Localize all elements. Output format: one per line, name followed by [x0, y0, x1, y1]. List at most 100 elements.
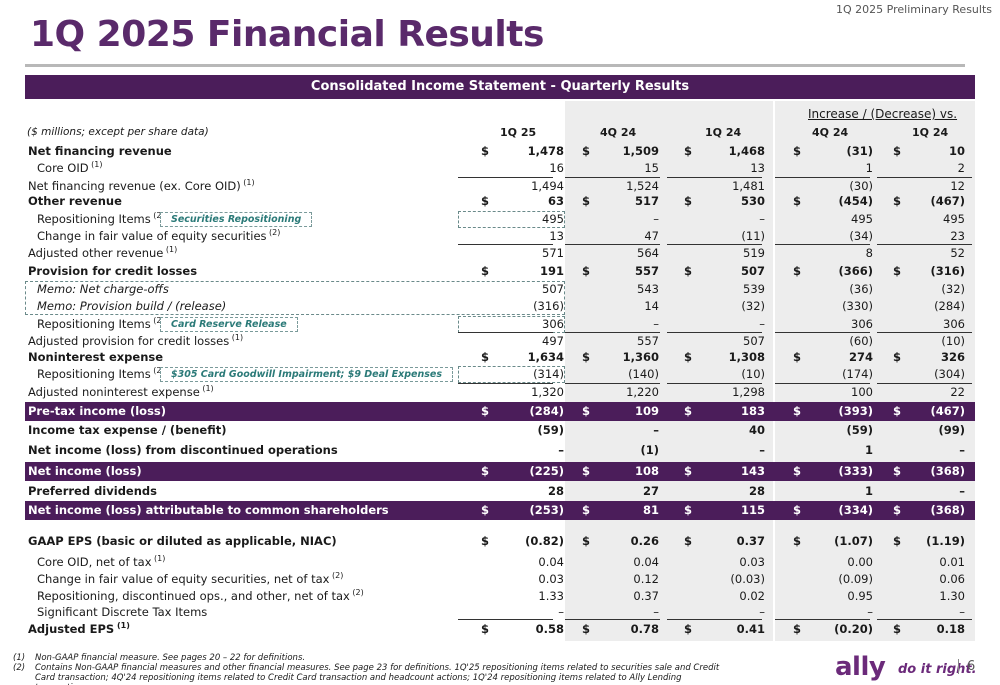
cell-value: (366)	[838, 264, 873, 278]
currency-symbol: $	[793, 464, 802, 478]
cell-value: (454)	[838, 194, 873, 208]
table-row: Significant Discrete Tax Items – – – – –	[25, 604, 975, 621]
table-row: Income tax expense / (benefit) (59) – 40 (59…	[25, 421, 975, 440]
page-title: 1Q 2025 Financial Results	[30, 14, 544, 55]
footnote-marker: (2)	[329, 571, 344, 581]
currency-symbol: $	[793, 534, 802, 548]
cell-value: 1,509	[622, 144, 659, 158]
highlight-box	[458, 211, 565, 228]
currency-symbol: $	[793, 264, 802, 278]
cell-value: 0.58	[535, 622, 564, 636]
footnote-marker: (2)	[266, 228, 281, 238]
cell-value: (10)	[741, 367, 765, 381]
cell-value: –	[653, 317, 659, 331]
row-label-text: Net financing revenue (ex. Core OID)	[28, 179, 241, 193]
column-header-1q24: 1Q 24	[705, 126, 742, 139]
cell-value: (316)	[533, 299, 564, 313]
cell-value: 28	[547, 484, 564, 498]
currency-symbol: $	[793, 144, 802, 158]
table-row: Noninterest expense $1,634 $1,360 $1,308 $27…	[25, 349, 975, 366]
cell-value: 22	[950, 385, 965, 399]
table-row: Provision for credit losses $191 $557 $507 $…	[25, 263, 975, 280]
row-label-text: Provision for credit losses	[28, 264, 198, 278]
cell-value: 1	[864, 484, 873, 498]
footnote-marker: (1)	[199, 384, 214, 394]
cell-value: (60)	[849, 334, 873, 348]
cell-value: 63	[547, 194, 564, 208]
cell-value: (467)	[930, 404, 965, 418]
row-label-text: GAAP EPS (basic or diluted as applicable…	[28, 534, 337, 548]
cell-value: 507	[740, 264, 765, 278]
title-divider	[25, 64, 965, 67]
subtotal-rule	[565, 332, 660, 333]
row-label-text: Core OID, net of tax	[37, 555, 152, 569]
cell-value: (1)	[640, 443, 659, 457]
cell-value: 557	[634, 264, 659, 278]
currency-symbol: $	[481, 464, 490, 478]
subtotal-rule	[667, 383, 762, 384]
cell-value: –	[653, 423, 659, 437]
increase-decrease-label: Increase / (Decrease) vs.	[808, 107, 958, 121]
cell-value: 517	[634, 194, 659, 208]
cell-value: 495	[542, 212, 564, 226]
currency-symbol: $	[684, 264, 693, 278]
row-label: Repositioning Items (2)	[37, 316, 165, 333]
cell-value: 0.12	[633, 572, 659, 586]
column-header-1q25: 1Q 25	[500, 126, 537, 139]
row-label: Memo: Net charge-offs	[37, 281, 169, 298]
column-header-4q24: 4Q 24	[600, 126, 637, 139]
cell-value: 571	[542, 246, 564, 260]
cell-value: 507	[542, 282, 564, 296]
cell-value: 1.30	[939, 589, 965, 603]
cell-value: 23	[950, 229, 965, 243]
currency-symbol: $	[481, 622, 490, 636]
cell-value: 13	[549, 229, 564, 243]
cell-value: (1.19)	[926, 534, 965, 548]
cell-value: 0.02	[739, 589, 765, 603]
cell-value: 0.06	[939, 572, 965, 586]
row-label: Core OID (1)	[37, 160, 102, 177]
cell-value: –	[759, 212, 765, 226]
cell-value: 1,524	[626, 179, 659, 193]
cell-value: 497	[542, 334, 564, 348]
row-label-text: Other revenue	[28, 194, 122, 208]
table-row: Net income (loss) attributable to common…	[25, 501, 975, 520]
row-label: Other revenue	[28, 193, 122, 209]
cell-value: (393)	[838, 404, 873, 418]
footnote-marker: (1)	[114, 621, 130, 631]
row-label: Net income (loss)	[28, 462, 142, 481]
row-label: Pre-tax income (loss)	[28, 402, 166, 421]
table-row: Preferred dividends 28 27 28 1 –	[25, 482, 975, 501]
cell-value: 1,478	[527, 144, 564, 158]
currency-symbol: $	[793, 503, 802, 517]
cell-value: 519	[743, 246, 765, 260]
cell-value: (0.09)	[838, 572, 873, 586]
cell-value: 539	[743, 282, 765, 296]
cell-value: 143	[740, 464, 765, 478]
footnote-marker: (2)	[150, 316, 165, 326]
cell-value: 8	[865, 246, 873, 260]
table-row: Adjusted noninterest expense (1) 1,320 1,2…	[25, 384, 975, 401]
cell-value: 1,494	[531, 179, 564, 193]
cell-value: 306	[943, 317, 965, 331]
footnote-marker: (1)	[151, 554, 166, 564]
row-label-text: Noninterest expense	[28, 350, 164, 364]
cell-value: (174)	[842, 367, 873, 381]
cell-value: 1,468	[728, 144, 765, 158]
cell-value: (368)	[930, 464, 965, 478]
cell-value: 1,320	[531, 385, 564, 399]
currency-symbol: $	[582, 464, 591, 478]
shaded-column-4q24-1q24	[565, 101, 773, 641]
cell-value: (0.82)	[525, 534, 564, 548]
subtotal-rule	[565, 177, 660, 178]
currency-symbol: $	[481, 350, 490, 364]
cell-value: 0.37	[736, 534, 765, 548]
table-row: Net income (loss) $ (225) $108 $143 $ (333) $ (3…	[25, 462, 975, 481]
currency-symbol: $	[481, 144, 490, 158]
row-label-text: Memo: Provision build / (release)	[37, 299, 227, 313]
currency-symbol: $	[481, 194, 490, 208]
cell-value: 12	[950, 179, 965, 193]
row-label: GAAP EPS (basic or diluted as applicable…	[28, 532, 337, 551]
cell-value: (304)	[934, 367, 965, 381]
cell-value: 183	[740, 404, 765, 418]
